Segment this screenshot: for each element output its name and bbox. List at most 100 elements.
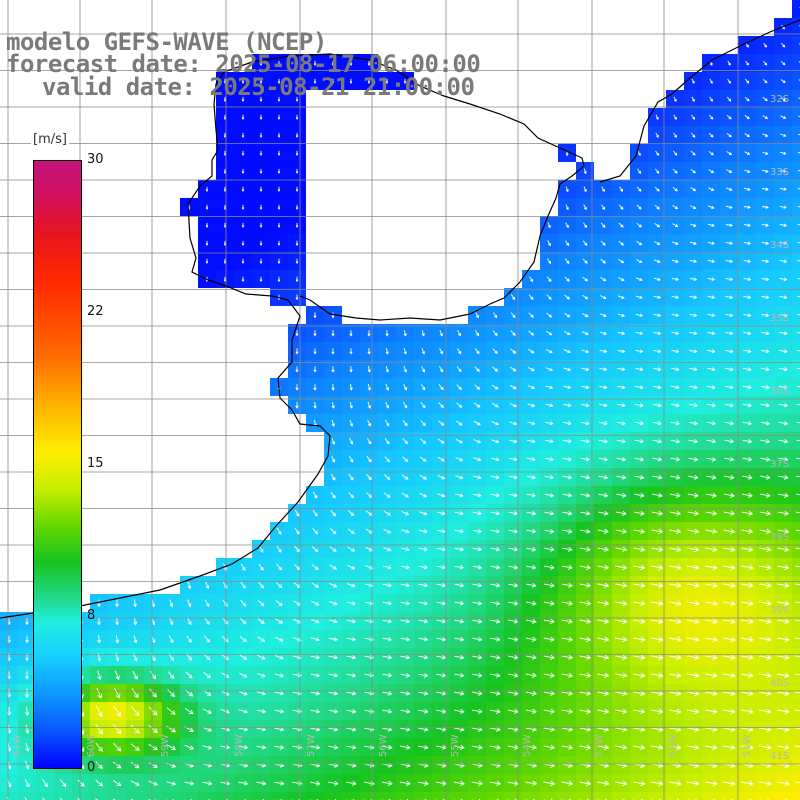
- wind-arrow: [762, 78, 768, 84]
- wind-arrow: [77, 797, 81, 800]
- wind-arrow: [402, 401, 408, 409]
- wind-cell: [792, 450, 800, 468]
- wind-cell: [792, 792, 800, 800]
- wind-arrow: [259, 114, 263, 121]
- wind-arrow: [616, 439, 627, 444]
- lon-label-52w: 52W: [668, 734, 679, 757]
- wind-arrow: [346, 726, 357, 732]
- wind-arrow: [313, 312, 317, 319]
- wind-arrow: [184, 744, 195, 750]
- wind-arrow: [705, 528, 718, 535]
- wind-arrow: [777, 690, 790, 697]
- wind-arrow: [795, 619, 800, 622]
- wind-arrow: [706, 474, 717, 480]
- wind-arrow: [615, 744, 628, 751]
- wind-arrow: [313, 60, 317, 67]
- wind-arrow: [381, 780, 393, 786]
- wind-arrow: [525, 636, 537, 642]
- wind-arrow: [777, 564, 790, 571]
- wind-arrow: [295, 366, 299, 373]
- wind-arrow: [580, 510, 591, 516]
- wind-arrow: [652, 456, 663, 462]
- wind-arrow: [402, 456, 409, 462]
- wind-arrow: [328, 708, 339, 714]
- wind-arrow: [653, 277, 661, 282]
- wind-arrow: [150, 671, 156, 680]
- wind-arrow: [725, 205, 733, 209]
- wind-arrow: [617, 331, 626, 336]
- wind-arrow: [400, 708, 411, 714]
- wind-cell: [486, 792, 504, 800]
- wind-cell: [324, 792, 342, 800]
- wind-arrow: [489, 708, 501, 714]
- wind-arrow: [95, 742, 103, 752]
- wind-arrow: [669, 564, 682, 571]
- wind-arrow: [724, 474, 735, 480]
- wind-arrow: [421, 330, 425, 337]
- wind-arrow: [382, 655, 393, 660]
- wind-arrow: [25, 635, 29, 644]
- wind-arrow: [277, 168, 281, 175]
- wind-arrow: [687, 672, 700, 679]
- wind-arrow: [274, 691, 285, 696]
- wind-arrow: [744, 169, 751, 173]
- wind-arrow: [349, 419, 354, 427]
- wind-arrow: [510, 348, 517, 354]
- wind-arrow: [95, 705, 103, 718]
- wind-arrow: [779, 205, 787, 209]
- wind-arrow: [599, 385, 608, 390]
- wind-arrow: [205, 581, 210, 590]
- wind-arrow: [759, 726, 772, 733]
- wind-arrow: [691, 78, 695, 84]
- wind-arrow: [330, 510, 336, 517]
- wind-arrow: [385, 330, 389, 337]
- wind-arrow: [437, 438, 445, 444]
- wind-arrow: [96, 687, 103, 699]
- wind-arrow: [329, 582, 338, 588]
- wind-arrow: [419, 492, 428, 498]
- wind-arrow: [239, 672, 248, 678]
- wind-arrow: [759, 654, 772, 661]
- wind-arrow: [599, 403, 608, 408]
- wind-arrow: [492, 330, 498, 337]
- wind-arrow: [723, 564, 736, 571]
- wind-arrow: [761, 331, 770, 336]
- wind-arrow: [597, 708, 610, 715]
- wind-cell: [792, 468, 800, 486]
- wind-arrow: [331, 401, 335, 409]
- wind-arrow: [618, 258, 625, 264]
- wind-arrow: [581, 403, 590, 408]
- wind-cell: [468, 792, 486, 800]
- wind-arrow: [688, 474, 699, 480]
- wind-arrow: [635, 403, 644, 408]
- wind-cell: [792, 36, 800, 54]
- wind-cell: [630, 792, 648, 800]
- wind-arrow: [130, 706, 140, 717]
- wind-arrow: [741, 726, 754, 733]
- wind-arrow: [763, 60, 768, 66]
- wind-arrow: [687, 546, 700, 553]
- wind-arrow: [543, 726, 556, 732]
- wind-arrow: [723, 726, 736, 733]
- wind-arrow: [257, 636, 266, 642]
- wind-arrow: [349, 366, 353, 373]
- wind-cell: [792, 252, 800, 270]
- wind-arrow: [508, 511, 519, 516]
- wind-arrow: [688, 439, 699, 444]
- wind-arrow: [725, 349, 734, 354]
- wind-arrow: [565, 186, 569, 193]
- wind-arrow: [438, 384, 444, 391]
- wind-arrow: [759, 636, 772, 643]
- wind-arrow: [366, 456, 372, 463]
- lon-label-58w: 58W: [234, 734, 245, 757]
- wind-arrow: [328, 744, 339, 750]
- wind-arrow: [687, 528, 700, 535]
- wind-arrow: [366, 474, 372, 481]
- wind-cell: [792, 486, 800, 504]
- wind-cell: [540, 792, 558, 800]
- wind-arrow: [723, 690, 736, 697]
- wind-arrow: [95, 761, 103, 770]
- wind-arrow: [295, 402, 299, 409]
- wind-arrow: [707, 223, 715, 227]
- wind-arrow: [436, 529, 446, 534]
